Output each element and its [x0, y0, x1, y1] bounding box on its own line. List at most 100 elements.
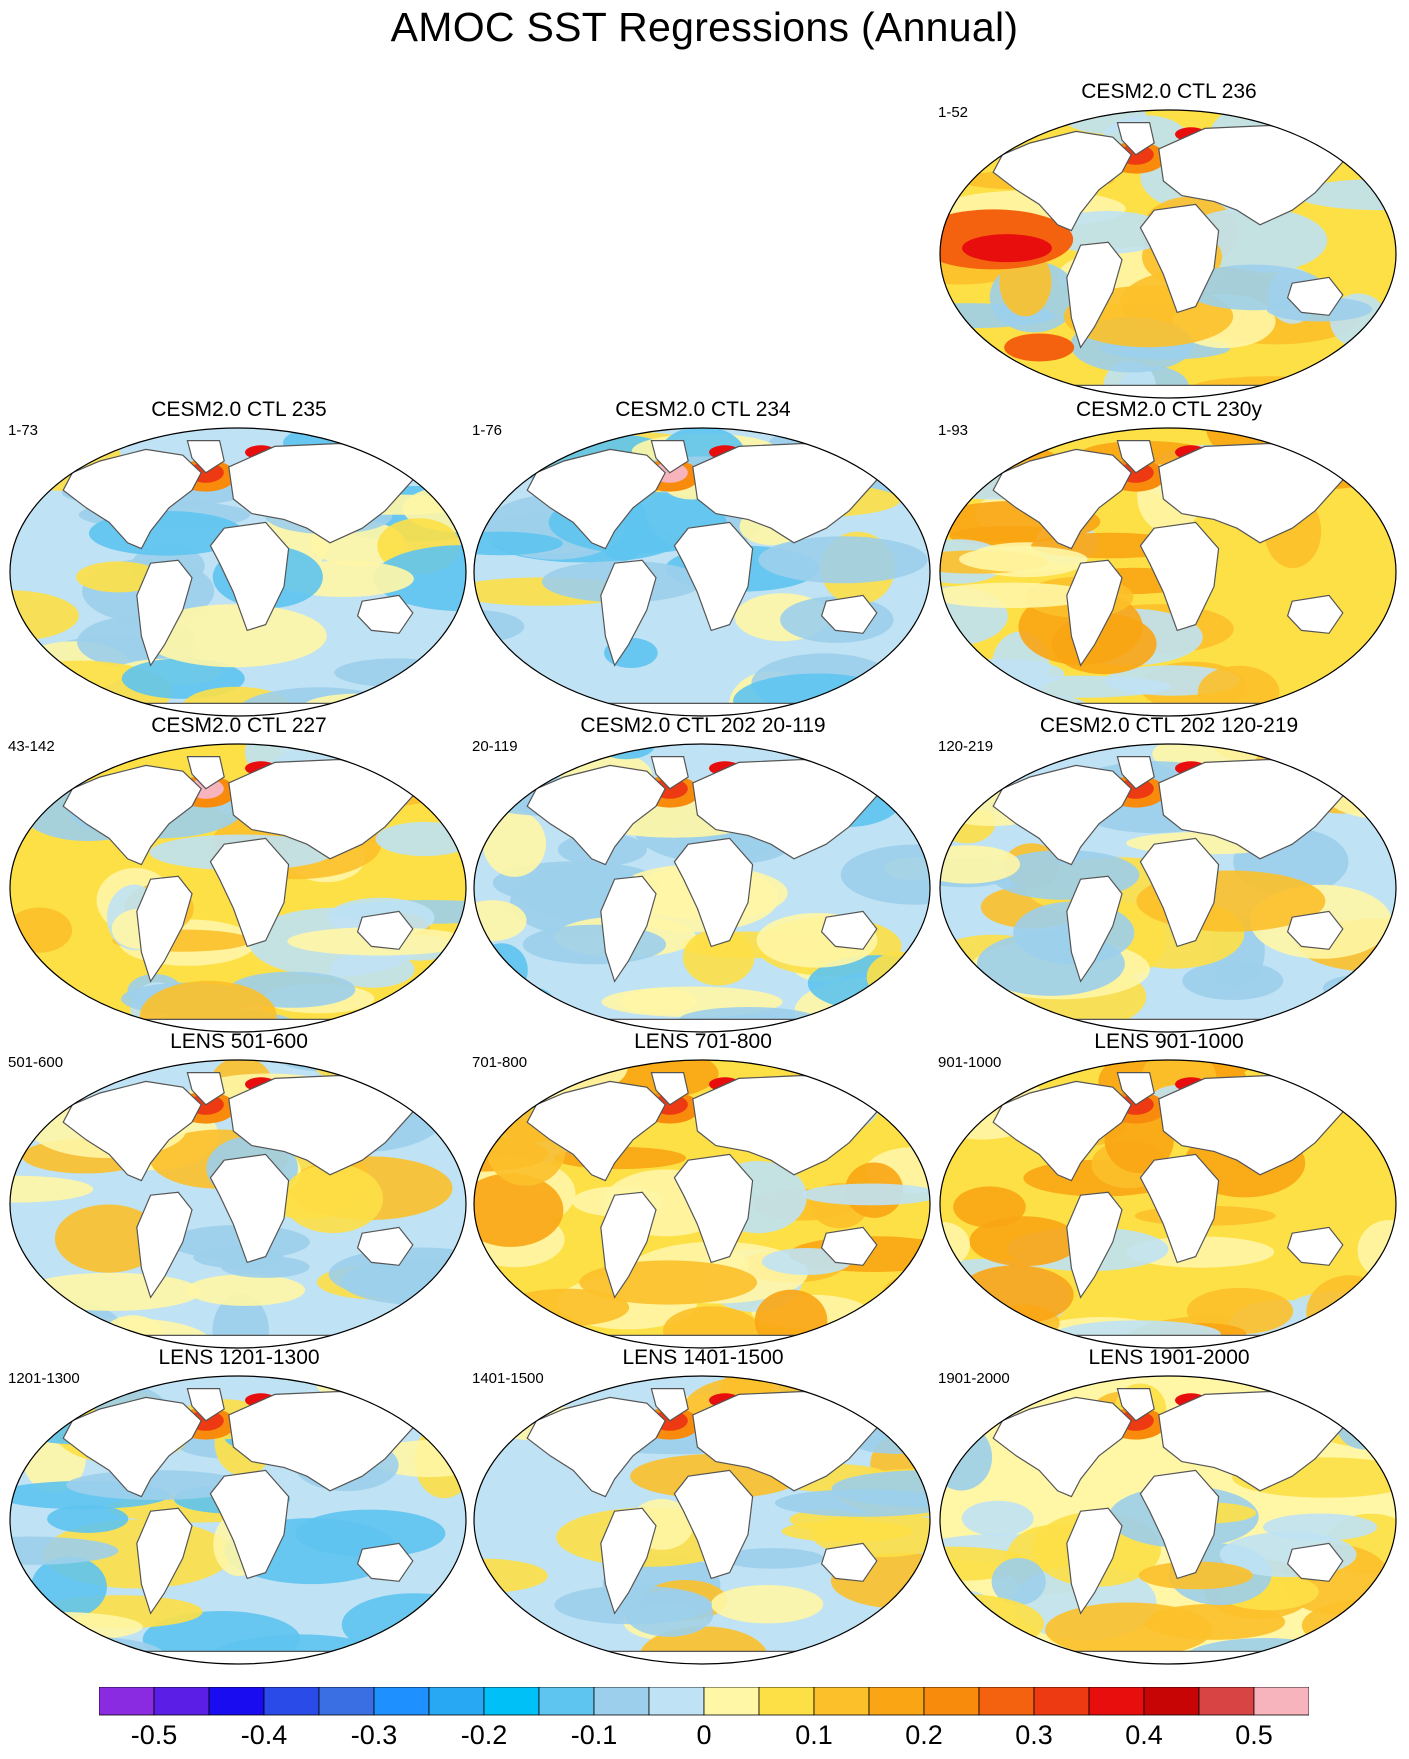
colorbar-box [373, 1687, 430, 1716]
map-svg [939, 427, 1397, 717]
colorbar-box [208, 1687, 265, 1716]
continent-africa [209, 1469, 290, 1580]
colorbar-tick-label: -0.5 [130, 1720, 178, 1750]
colorbar-box [923, 1687, 980, 1716]
map-svg [939, 743, 1397, 1033]
continent-south-america [600, 1191, 657, 1299]
map-panel-ctl227: CESM2.0 CTL 227 43-142 [8, 714, 470, 1034]
continent-south-america [1066, 1507, 1123, 1615]
colorbar-box [1253, 1687, 1309, 1716]
panel-title: CESM2.0 CTL 227 [151, 714, 327, 737]
continent-north-america [992, 448, 1132, 550]
map-panel-ctl235: CESM2.0 CTL 235 1-73 [8, 398, 470, 718]
map-panel-lens701: LENS 701-800 701-800 [472, 1030, 934, 1350]
panel-title: LENS 1901-2000 [1088, 1346, 1250, 1369]
continent-south-america [1066, 1191, 1123, 1299]
panel-years: 1-52 [938, 104, 969, 121]
panel-years: 701-800 [472, 1054, 528, 1071]
colorbar-tick-label: 0.3 [1015, 1720, 1053, 1750]
panel-title: LENS 1201-1300 [158, 1346, 320, 1369]
continent-africa [209, 837, 290, 948]
continent-australia [1286, 910, 1344, 950]
colorbar-tick-label: 0.2 [905, 1720, 943, 1750]
continent-australia [820, 594, 878, 634]
continent-greenland [186, 440, 225, 474]
panel-title: LENS 701-800 [634, 1030, 772, 1053]
colorbar-tick-label: 0.4 [1125, 1720, 1163, 1750]
continent-australia [1286, 276, 1344, 316]
map-panel-ctl202a: CESM2.0 CTL 202 20-119 20-119 [472, 714, 934, 1034]
continent-north-america [992, 1396, 1132, 1498]
continent-south-america [136, 875, 193, 983]
continent-north-america [992, 130, 1132, 232]
panel-years: 1-76 [472, 422, 503, 439]
continent-greenland [650, 756, 689, 790]
colorbar-box [428, 1687, 485, 1716]
map-svg [939, 1059, 1397, 1349]
map-panel-lens901: LENS 901-1000 901-1000 [938, 1030, 1400, 1350]
map-panel-ctl202b: CESM2.0 CTL 202 120-219 120-219 [938, 714, 1400, 1034]
continent-australia [356, 1542, 414, 1582]
map-svg [939, 109, 1397, 399]
continent-greenland [186, 756, 225, 790]
map-panel-ctl234: CESM2.0 CTL 234 1-76 [472, 398, 934, 718]
continent-greenland [1116, 1072, 1155, 1106]
panel-years: 120-219 [938, 738, 994, 755]
map-panel-lens1901: LENS 1901-2000 1901-2000 [938, 1346, 1400, 1666]
panel-title: LENS 1401-1500 [622, 1346, 784, 1369]
map-panel-ctl230y: CESM2.0 CTL 230y 1-93 [938, 398, 1400, 718]
continent-south-america [136, 1191, 193, 1299]
continent-africa [673, 1153, 754, 1264]
panel-years: 1901-2000 [938, 1370, 1010, 1387]
colorbar-tick-label: -0.4 [240, 1720, 288, 1750]
colorbar-tick-label: 0.5 [1235, 1720, 1273, 1750]
continent-australia [356, 594, 414, 634]
colorbar-box [868, 1687, 925, 1716]
colorbar-box [483, 1687, 540, 1716]
continent-south-america [136, 1507, 193, 1615]
continent-south-america [136, 559, 193, 667]
continent-north-america [62, 764, 202, 866]
continent-africa [1139, 1153, 1220, 1264]
map-svg [9, 1059, 467, 1349]
continent-greenland [1116, 122, 1155, 156]
continent-africa [1139, 1469, 1220, 1580]
continent-north-america [526, 1080, 666, 1182]
continent-greenland [1116, 440, 1155, 474]
colorbar-tick-label: -0.3 [350, 1720, 398, 1750]
panel-years: 901-1000 [938, 1054, 1002, 1071]
continent-africa [673, 521, 754, 632]
map-svg [473, 1375, 931, 1665]
continent-australia [1286, 1542, 1344, 1582]
map-panel-lens1201: LENS 1201-1300 1201-1300 [8, 1346, 470, 1666]
map-panel-lens1401: LENS 1401-1500 1401-1500 [472, 1346, 934, 1666]
continent-australia [356, 910, 414, 950]
colorbar-box [978, 1687, 1035, 1716]
colorbar-box [703, 1687, 760, 1716]
colorbar-box [1198, 1687, 1255, 1716]
continent-australia [820, 1542, 878, 1582]
continent-greenland [650, 1072, 689, 1106]
continent-south-america [1066, 875, 1123, 983]
continent-africa [673, 1469, 754, 1580]
continent-greenland [1116, 756, 1155, 790]
panel-title: CESM2.0 CTL 234 [615, 398, 791, 421]
map-svg [9, 743, 467, 1033]
continent-greenland [1116, 1388, 1155, 1422]
panel-title: CESM2.0 CTL 235 [151, 398, 327, 421]
continent-south-america [600, 559, 657, 667]
continent-north-america [62, 1080, 202, 1182]
colorbar-box [1143, 1687, 1200, 1716]
continent-greenland [186, 1388, 225, 1422]
continent-north-america [992, 764, 1132, 866]
colorbar-box [318, 1687, 375, 1716]
map-svg [473, 427, 931, 717]
panel-years: 1201-1300 [8, 1370, 80, 1387]
panel-years: 43-142 [8, 738, 55, 755]
panel-title: LENS 501-600 [170, 1030, 308, 1053]
continent-africa [1139, 837, 1220, 948]
continent-australia [820, 910, 878, 950]
map-panel-lens501: LENS 501-600 501-600 [8, 1030, 470, 1350]
map-svg [473, 1059, 931, 1349]
colorbar [99, 1687, 1309, 1716]
